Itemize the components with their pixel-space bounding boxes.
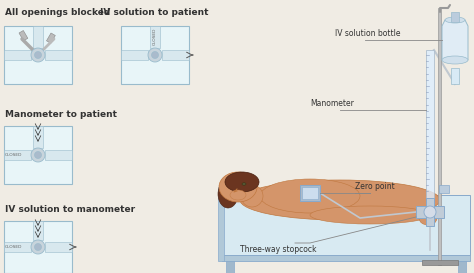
FancyBboxPatch shape xyxy=(4,221,72,273)
Circle shape xyxy=(148,48,162,62)
Circle shape xyxy=(35,244,42,251)
Circle shape xyxy=(31,240,45,254)
Circle shape xyxy=(35,152,42,159)
Ellipse shape xyxy=(218,180,238,208)
Ellipse shape xyxy=(240,180,440,220)
Bar xyxy=(33,126,43,148)
Text: CLOSED: CLOSED xyxy=(153,28,157,45)
Bar xyxy=(422,260,458,265)
Bar xyxy=(458,261,466,273)
Bar xyxy=(226,261,234,273)
Bar xyxy=(426,198,434,226)
Bar xyxy=(438,8,441,265)
Circle shape xyxy=(424,206,436,218)
Bar xyxy=(451,68,459,84)
Circle shape xyxy=(35,52,42,58)
Text: Zero point: Zero point xyxy=(355,182,395,191)
Bar xyxy=(33,221,43,240)
FancyBboxPatch shape xyxy=(4,126,72,184)
Text: Manometer: Manometer xyxy=(310,99,354,108)
Ellipse shape xyxy=(230,190,246,200)
Bar xyxy=(222,195,470,255)
Bar xyxy=(45,50,72,60)
Bar xyxy=(218,187,224,261)
FancyBboxPatch shape xyxy=(121,26,189,84)
Ellipse shape xyxy=(242,183,246,185)
Bar xyxy=(45,242,72,252)
FancyBboxPatch shape xyxy=(4,26,72,84)
Text: IV solution to patient: IV solution to patient xyxy=(100,8,209,17)
Bar xyxy=(302,187,318,199)
Bar xyxy=(150,26,160,48)
Bar xyxy=(300,185,320,201)
Ellipse shape xyxy=(442,56,468,64)
Ellipse shape xyxy=(445,17,465,23)
Text: CLOSED: CLOSED xyxy=(5,245,22,249)
Text: Three-way stopcock: Three-way stopcock xyxy=(240,245,317,254)
Text: All openings blocked: All openings blocked xyxy=(5,8,110,17)
Bar xyxy=(33,26,43,48)
Bar xyxy=(222,255,470,261)
Bar xyxy=(4,242,31,252)
Ellipse shape xyxy=(260,179,360,213)
Bar xyxy=(4,150,31,160)
Ellipse shape xyxy=(310,206,430,224)
Bar xyxy=(45,150,72,160)
Text: IV solution bottle: IV solution bottle xyxy=(335,29,401,38)
Circle shape xyxy=(31,148,45,162)
Bar xyxy=(416,206,444,218)
Bar xyxy=(4,50,31,60)
Bar xyxy=(19,31,28,41)
Bar xyxy=(46,33,55,43)
Text: IV solution to manometer: IV solution to manometer xyxy=(5,205,135,214)
Ellipse shape xyxy=(219,172,257,202)
Ellipse shape xyxy=(223,191,253,203)
Bar xyxy=(426,50,434,210)
Circle shape xyxy=(31,48,45,62)
Bar xyxy=(162,50,189,60)
Polygon shape xyxy=(442,20,468,60)
Ellipse shape xyxy=(419,211,437,225)
Circle shape xyxy=(152,52,158,58)
Ellipse shape xyxy=(241,185,263,207)
Ellipse shape xyxy=(225,172,259,192)
Bar xyxy=(121,50,148,60)
Text: Manometer to patient: Manometer to patient xyxy=(5,110,117,119)
Bar xyxy=(439,185,449,193)
Text: CLOSED: CLOSED xyxy=(5,153,22,157)
Bar xyxy=(451,12,459,22)
